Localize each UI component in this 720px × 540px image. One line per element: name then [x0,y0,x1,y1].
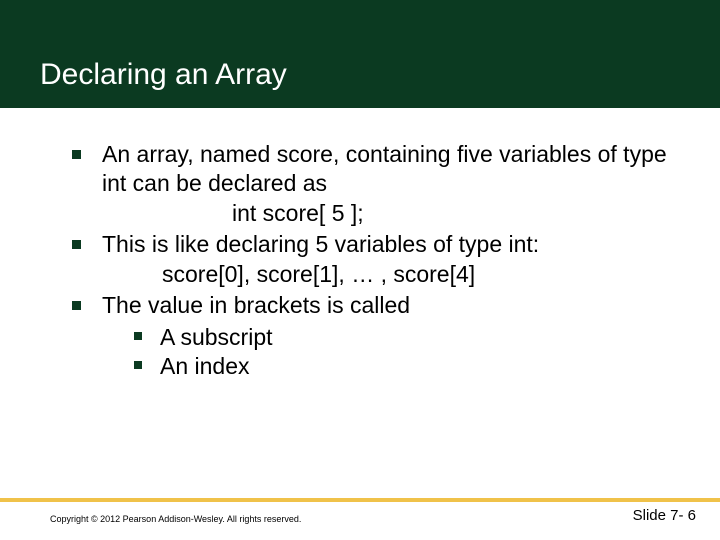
square-bullet-icon [134,332,142,340]
sub-bullet-item: An index [134,352,670,381]
bullet-item: An array, named score, containing five v… [72,140,670,228]
bullet-item: The value in brackets is called A subscr… [72,291,670,381]
bullet-text: An array, named score, containing five v… [102,141,667,196]
bullet-text: This is like declaring 5 variables of ty… [102,231,539,257]
footer: Copyright © 2012 Pearson Addison-Wesley.… [0,507,720,524]
square-bullet-icon [134,361,142,369]
slide-number: Slide 7- 6 [633,507,696,524]
footer-rule [0,498,720,502]
sub-bullet-text: An index [160,353,250,379]
bullet-item: This is like declaring 5 variables of ty… [72,230,670,289]
square-bullet-icon [72,150,81,159]
code-line: score[0], score[1], … , score[4] [102,260,670,289]
sub-bullet-list: A subscript An index [102,323,670,382]
slide-title: Declaring an Array [40,58,287,92]
square-bullet-icon [72,240,81,249]
code-line: int score[ 5 ]; [102,199,670,228]
bullet-list: An array, named score, containing five v… [72,140,670,382]
square-bullet-icon [72,301,81,310]
title-underline [0,108,720,110]
sub-bullet-item: A subscript [134,323,670,352]
copyright-text: Copyright © 2012 Pearson Addison-Wesley.… [50,514,301,524]
sub-bullet-text: A subscript [160,324,273,350]
slide-body: An array, named score, containing five v… [0,110,720,382]
title-bar: Declaring an Array [0,0,720,110]
bullet-text: The value in brackets is called [102,292,410,318]
